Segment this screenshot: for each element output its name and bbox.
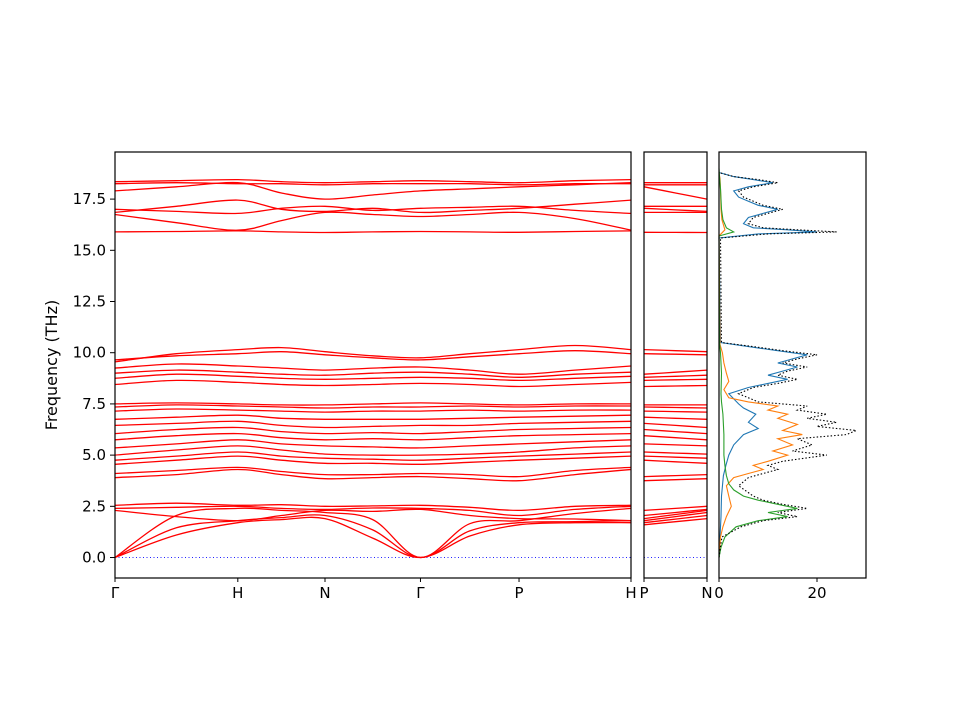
phonon-band [643, 473, 708, 478]
y-tick-label: 15.0 [73, 241, 106, 259]
phonon-band [643, 451, 708, 455]
x-tick-label: H [232, 584, 243, 602]
phonon-band [114, 516, 632, 559]
phonon-band [114, 211, 632, 231]
phonon-band [643, 369, 708, 375]
phonon-band [114, 445, 632, 456]
phonon-band [643, 455, 708, 459]
phonon-band [114, 426, 632, 435]
phonon-band [114, 182, 632, 186]
x-tick-label: H [625, 584, 636, 602]
phonon-band [643, 384, 708, 388]
phonon-band [114, 205, 632, 215]
y-axis-label: Frequency (THz) [42, 300, 61, 430]
phonon-band [643, 511, 708, 522]
phonon-band [114, 404, 632, 409]
x-tick-label: Γ [111, 584, 120, 602]
partial-dos-green-curve [718, 168, 798, 558]
phonon-band [643, 435, 708, 441]
partial-dos-blue-curve [718, 171, 818, 558]
phonon-band [114, 455, 632, 465]
y-tick-label: 5.0 [82, 446, 106, 464]
phonon-band [643, 186, 708, 200]
phonon-band [643, 207, 708, 213]
phonon-band [114, 414, 632, 420]
x-tick-label: 20 [807, 584, 826, 602]
phonon-band [114, 439, 632, 449]
phonon-band [114, 432, 632, 441]
phonon-band [643, 422, 708, 429]
x-tick-label: N [319, 584, 330, 602]
phonon-band [114, 514, 632, 559]
x-tick-label: N [701, 584, 712, 602]
phonon-band [643, 478, 708, 482]
phonon-band [643, 508, 708, 517]
phonon-band [114, 344, 632, 363]
dos-panel: 0 20 [714, 151, 867, 602]
phonon-band [114, 363, 632, 375]
phonon-band [114, 373, 632, 382]
y-tick-label: 17.5 [73, 190, 106, 208]
phonon-band [643, 443, 708, 447]
phonon-band [643, 428, 708, 435]
y-tick-label: 12.5 [73, 293, 106, 311]
phonon-band [114, 508, 632, 522]
phonon-band [114, 350, 632, 361]
phonon-band [643, 505, 708, 512]
phonon-band [643, 410, 708, 413]
phonon-band [114, 420, 632, 429]
axes-frame [114, 151, 632, 579]
y-tick-label: 7.5 [82, 395, 106, 413]
axes-frame [643, 151, 708, 579]
y-tick-label: 0.0 [82, 549, 106, 567]
x-tick-label: 0 [714, 584, 724, 602]
phonon-band [114, 181, 632, 200]
phonon-band [643, 514, 708, 524]
phonon-band [114, 468, 632, 482]
phonon-band [643, 348, 708, 353]
phonon-band [643, 459, 708, 464]
phonon-band [643, 406, 708, 409]
phonon-band [114, 507, 632, 559]
y-tick-label: 10.0 [73, 344, 106, 362]
x-tick-label: Γ [416, 584, 425, 602]
phonon-band [643, 378, 708, 382]
phonon-band [114, 369, 632, 378]
phonon-band [643, 416, 708, 420]
phonon-band [114, 408, 632, 413]
phonon-band [643, 509, 708, 520]
phonon-band [114, 502, 632, 512]
phonon-band [643, 374, 708, 378]
phonon-band [114, 466, 632, 478]
y-tick-label: 2.5 [82, 497, 106, 515]
x-tick-label: P [639, 584, 648, 602]
phonon-band [114, 451, 632, 461]
band-structure-main-panel: 0.0 2.5 5.0 7.5 10.0 12.5 15.0 17.5 Γ H N Γ P H [73, 151, 637, 602]
x-tick-label: P [515, 584, 524, 602]
phonon-band [114, 505, 632, 517]
axes-frame [718, 151, 867, 579]
phonon-band [114, 402, 632, 406]
phonon-band [114, 379, 632, 388]
phonon-band [643, 353, 708, 356]
phonon-band [643, 517, 708, 526]
phonon-band [114, 230, 632, 234]
phonon-band [114, 178, 632, 184]
